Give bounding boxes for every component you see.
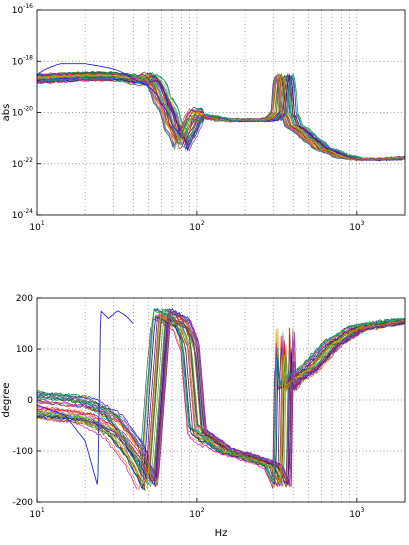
series-line [37, 74, 405, 161]
y-axis-label: abs [1, 104, 12, 122]
y-tick-label: -100 [13, 447, 34, 457]
y-tick-label: 10-22 [12, 157, 33, 170]
series-line [37, 310, 134, 485]
y-tick-label: 10-16 [12, 3, 33, 16]
y-tick-label: 10-20 [12, 106, 33, 119]
series-line [37, 314, 405, 487]
y-tick-label: 10-18 [12, 54, 33, 67]
series-line [37, 311, 405, 488]
y-tick-label: 0 [27, 396, 33, 406]
series-line [37, 317, 405, 488]
phase-chart: 101 102 103 200 100 0 -100 -200 degree Hz [1, 294, 406, 539]
series-group [37, 307, 405, 491]
y-tick-label: 200 [16, 294, 33, 304]
series-line [37, 308, 405, 481]
series-line [37, 307, 405, 485]
x-tick-label: 102 [189, 507, 204, 520]
series-line [37, 74, 405, 161]
grid [37, 10, 405, 215]
y-tick-label: 100 [16, 345, 33, 355]
x-axis-label: Hz [215, 528, 228, 539]
x-tick-label: 101 [29, 507, 44, 520]
x-tick-label: 103 [349, 507, 364, 520]
y-tick-label: -200 [13, 498, 34, 508]
series-line [37, 63, 182, 139]
y-tick-label: 10-24 [12, 208, 33, 221]
x-tick-label: 101 [29, 220, 44, 233]
x-tick-label: 103 [349, 220, 364, 233]
x-tick-label: 102 [189, 220, 204, 233]
magnitude-chart: 101 102 103 10-16 10-18 10-20 10-22 10-24 abs [1, 3, 406, 233]
series-group [37, 63, 405, 162]
series-line [37, 74, 405, 161]
y-axis-label: degree [1, 382, 12, 417]
